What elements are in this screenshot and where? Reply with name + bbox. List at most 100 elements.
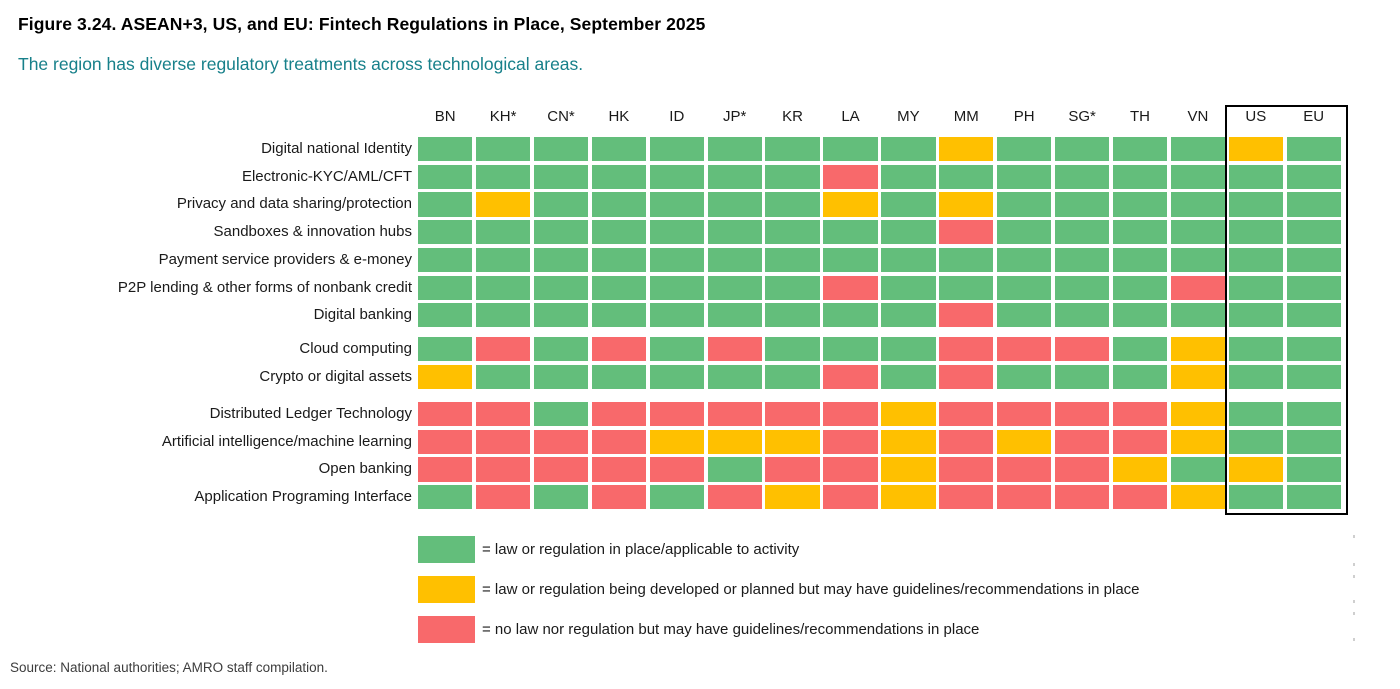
grid-cell xyxy=(707,402,762,427)
grid-cell xyxy=(418,247,473,273)
grid-cell xyxy=(1170,192,1226,217)
grid-cell xyxy=(707,275,762,300)
grid-cell xyxy=(765,192,820,217)
grid-cell xyxy=(533,364,589,389)
column-header-vn: VN xyxy=(1187,108,1209,125)
grid-cell xyxy=(1286,337,1341,362)
grid-cell xyxy=(939,137,994,162)
grid-cell xyxy=(939,275,994,300)
dotted-edge-mark xyxy=(1353,535,1355,538)
row-label: Electronic-KYC/AML/CFT xyxy=(241,167,412,185)
grid-cell xyxy=(1112,164,1168,189)
grid-cell xyxy=(823,457,878,482)
row-label: Crypto or digital assets xyxy=(259,367,412,385)
legend-swatch-green xyxy=(418,536,475,563)
grid-cell xyxy=(765,429,820,454)
grid-cell xyxy=(475,220,531,245)
grid-cell xyxy=(707,192,762,217)
grid-cell xyxy=(475,457,531,482)
grid-cell xyxy=(649,485,704,510)
grid-cell xyxy=(1054,275,1110,300)
column-header-th: TH xyxy=(1129,108,1150,125)
grid-cell xyxy=(591,402,647,427)
grid-cell xyxy=(1170,247,1226,273)
grid-cell xyxy=(707,485,762,510)
grid-cell xyxy=(765,247,820,273)
grid-cell xyxy=(939,364,994,389)
grid-cell xyxy=(1112,364,1168,389)
grid-cell xyxy=(1286,275,1341,300)
grid-cell xyxy=(418,220,473,245)
grid-cell xyxy=(881,485,936,510)
grid-cell xyxy=(1054,485,1110,510)
grid-cell xyxy=(997,220,1052,245)
grid-cell xyxy=(707,429,762,454)
row-label: P2P lending & other forms of nonbank cre… xyxy=(117,278,412,296)
legend-swatch-red xyxy=(418,616,475,643)
grid-cell xyxy=(1112,192,1168,217)
grid-cell xyxy=(765,457,820,482)
grid-cell xyxy=(707,457,762,482)
grid-cell xyxy=(1054,192,1110,217)
grid-cell xyxy=(881,402,936,427)
grid-cell xyxy=(881,457,936,482)
grid-cell xyxy=(649,457,704,482)
grid-cell xyxy=(997,364,1052,389)
grid-cell xyxy=(823,303,878,328)
grid-cell xyxy=(649,192,704,217)
grid-cell xyxy=(533,485,589,510)
grid-cell xyxy=(418,137,473,162)
grid-cell xyxy=(1054,137,1110,162)
row-label: Distributed Ledger Technology xyxy=(209,405,412,422)
row-label: Sandboxes & innovation hubs xyxy=(213,223,412,241)
grid-cell xyxy=(1054,303,1110,328)
grid-cell xyxy=(475,402,531,427)
grid-cell xyxy=(1228,164,1283,189)
grid-cell xyxy=(1170,457,1226,482)
row-label: Digital banking xyxy=(313,306,412,324)
grid-cell xyxy=(1228,485,1283,510)
grid-cell xyxy=(1228,337,1283,362)
grid-cell xyxy=(1112,457,1168,482)
grid-cell xyxy=(881,429,936,454)
grid-cell xyxy=(765,402,820,427)
grid-cell xyxy=(1112,247,1168,273)
grid-cell xyxy=(1170,364,1226,389)
grid-cell xyxy=(997,137,1052,162)
grid-cell xyxy=(649,337,704,362)
grid-cell xyxy=(533,247,589,273)
grid-cell xyxy=(591,485,647,510)
column-header-id: ID xyxy=(669,108,685,125)
grid-cell xyxy=(939,247,994,273)
grid-cell xyxy=(591,247,647,273)
column-header-ph: PH xyxy=(1013,108,1035,125)
grid-cell xyxy=(1286,485,1341,510)
grid-cell xyxy=(1112,275,1168,300)
row-label: Artificial intelligence/machine learning xyxy=(161,432,412,450)
grid-cell xyxy=(1170,402,1226,427)
grid-cell xyxy=(939,164,994,189)
grid-cell xyxy=(475,485,531,510)
grid-cell xyxy=(823,137,878,162)
grid-cell xyxy=(707,137,762,162)
grid-cell xyxy=(939,402,994,427)
grid-cell xyxy=(997,164,1052,189)
column-header-la: LA xyxy=(841,108,860,125)
grid-cell xyxy=(823,192,878,217)
grid-cell xyxy=(997,275,1052,300)
source-note: Source: National authorities; AMRO staff… xyxy=(10,660,328,675)
grid-cell xyxy=(881,275,936,300)
grid-cell xyxy=(649,429,704,454)
grid-cell xyxy=(533,192,589,217)
grid-cell xyxy=(533,137,589,162)
grid-cell xyxy=(707,337,762,362)
grid-cell xyxy=(1054,429,1110,454)
grid-cell xyxy=(591,220,647,245)
column-header-hk: HK xyxy=(608,108,630,125)
grid-cell xyxy=(1054,164,1110,189)
grid-cell xyxy=(475,364,531,389)
grid-cell xyxy=(1170,164,1226,189)
grid-cell xyxy=(418,485,473,510)
grid-cell xyxy=(823,220,878,245)
grid-cell xyxy=(1170,429,1226,454)
